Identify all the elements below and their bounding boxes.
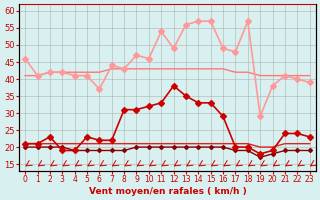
X-axis label: Vent moyen/en rafales ( km/h ): Vent moyen/en rafales ( km/h ): [89, 187, 246, 196]
